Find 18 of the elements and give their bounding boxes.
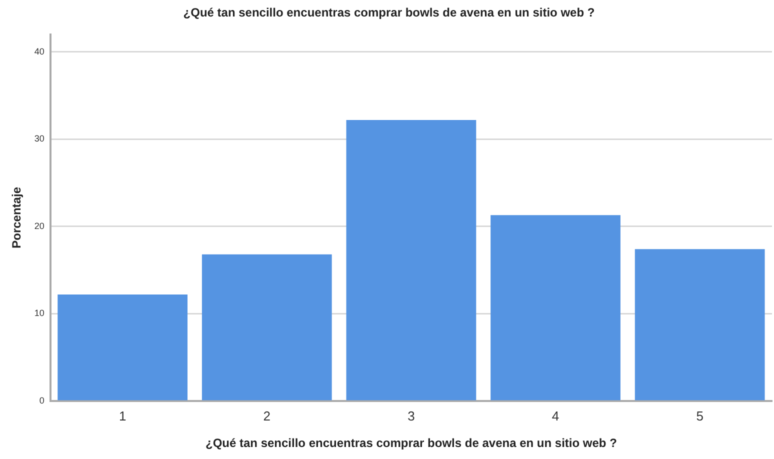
y-tick-label: 0 [39, 395, 44, 406]
x-tick-label: 2 [263, 408, 271, 424]
x-tick-label: 5 [696, 408, 704, 424]
y-tick-label: 30 [34, 134, 44, 144]
y-axis-title: Porcentaje [10, 186, 24, 248]
bar [58, 294, 188, 400]
bar [346, 120, 476, 400]
x-tick-label: 4 [552, 408, 560, 424]
y-tick-label: 40 [34, 46, 44, 56]
bar [634, 249, 765, 400]
bar [202, 254, 332, 400]
y-tick-label: 20 [34, 220, 44, 231]
x-axis-title: ¿Qué tan sencillo encuentras comprar bowls de avena en un sitio web ? [205, 436, 617, 450]
y-tick-label: 10 [34, 308, 44, 318]
chart-title: ¿Qué tan sencillo encuentras comprar bowls de avena en un sitio web ? [183, 6, 595, 20]
x-tick-label: 3 [408, 408, 415, 424]
bar [490, 215, 620, 400]
x-tick-label: 1 [118, 408, 126, 424]
